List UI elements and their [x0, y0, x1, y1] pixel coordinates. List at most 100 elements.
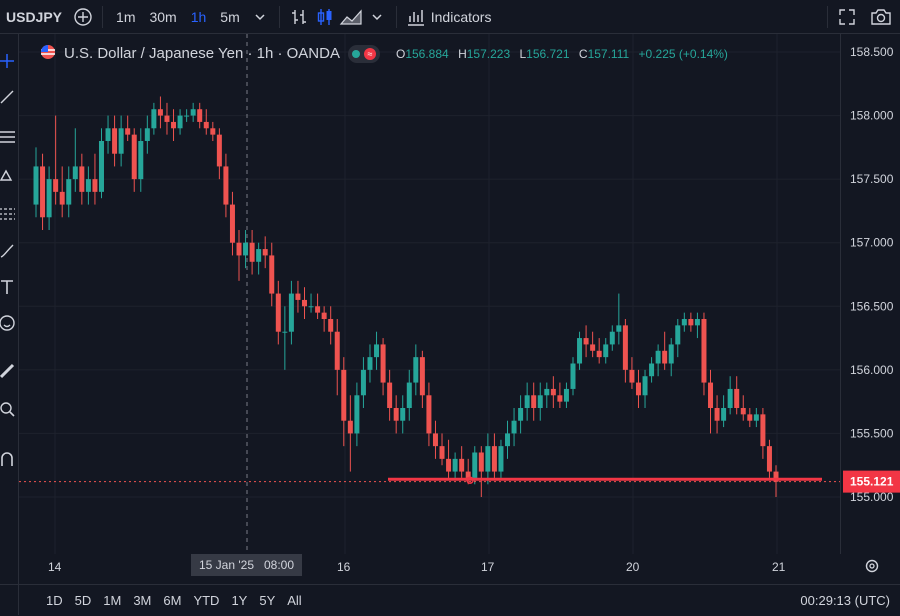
indicators-icon[interactable]: [403, 4, 429, 30]
low-label: L: [519, 46, 527, 61]
candle-body: [85, 179, 91, 192]
candle-body: [177, 115, 183, 129]
toolbar-separator: [102, 5, 104, 28]
candle-body: [452, 458, 458, 472]
pattern-icon[interactable]: [0, 164, 18, 186]
candle-body: [216, 134, 222, 167]
candle-body: [98, 141, 104, 192]
trend-line-icon[interactable]: [0, 86, 18, 108]
chart-pane[interactable]: [19, 34, 840, 554]
candle-body: [125, 128, 131, 135]
time-label-20: 20: [626, 560, 640, 574]
crosshair-icon[interactable]: [0, 50, 18, 72]
candle-body: [773, 471, 779, 482]
candle-body: [675, 325, 681, 345]
indicators-button[interactable]: Indicators: [430, 8, 492, 25]
fib-retracement-icon[interactable]: [0, 126, 18, 148]
data-problem-icon: ≈: [363, 47, 376, 60]
text-icon[interactable]: [0, 276, 18, 298]
candle-body: [321, 312, 327, 319]
candle-body: [472, 452, 478, 478]
range-ytd[interactable]: YTD: [193, 593, 220, 608]
price-axis[interactable]: 158.500 158.000 157.500 157.000 156.500 156.0…: [840, 34, 900, 554]
range-5d[interactable]: 5D: [74, 593, 92, 608]
emoji-icon[interactable]: [0, 312, 18, 334]
compare-add-icon[interactable]: [70, 4, 96, 30]
candle-body: [629, 369, 635, 383]
forecast-icon[interactable]: [0, 202, 18, 224]
candle-body: [413, 357, 419, 383]
time-axis[interactable]: 14 16 17 20 21 15 Jan '25 08:00: [19, 554, 879, 580]
time-label-16: 16: [337, 560, 351, 574]
utc-clock[interactable]: 00:29:13 (UTC): [800, 593, 890, 608]
range-6m[interactable]: 6M: [163, 593, 182, 608]
bottom-range-bar: 1D 5D 1M 3M 6M YTD 1Y 5Y All 00:29:13 (U…: [0, 584, 900, 616]
change-value: +0.225 (+0.14%): [638, 46, 728, 61]
camera-icon[interactable]: [868, 4, 894, 30]
range-1y[interactable]: 1Y: [231, 593, 248, 608]
candle-body: [380, 344, 386, 383]
candle-body: [367, 357, 373, 370]
candle-body: [766, 446, 772, 472]
chevron-down-icon[interactable]: [364, 4, 390, 30]
symbol-title[interactable]: U.S. Dollar / Japanese Yen · 1h · OANDA: [64, 45, 340, 62]
candle-body: [662, 350, 668, 364]
chevron-down-icon[interactable]: [247, 4, 273, 30]
interval-1h[interactable]: 1h: [190, 8, 207, 25]
fullscreen-icon[interactable]: [834, 4, 860, 30]
candle-body: [315, 306, 321, 313]
symbol-search[interactable]: USDJPY: [6, 8, 63, 25]
range-all[interactable]: All: [287, 593, 302, 608]
candle-body: [256, 249, 262, 262]
range-1d[interactable]: 1D: [46, 593, 63, 608]
current-price-label: 155.121: [850, 475, 894, 489]
candle-body: [681, 319, 687, 326]
candle-body: [609, 331, 615, 345]
interval-30m[interactable]: 30m: [149, 8, 177, 25]
candle-body: [262, 249, 268, 256]
candle-body: [53, 179, 59, 192]
candle-body: [740, 408, 746, 415]
candle-body: [419, 357, 425, 396]
range-3m[interactable]: 3M: [133, 593, 152, 608]
candle-body: [171, 121, 177, 129]
candle-body: [210, 128, 216, 135]
candle-body: [721, 408, 727, 421]
market-status-pill[interactable]: ≈: [347, 44, 380, 63]
ray-anchor-handle[interactable]: [466, 476, 474, 484]
settings-gear-icon[interactable]: [864, 558, 880, 577]
candle-body: [590, 344, 596, 351]
price-tick-label: 156.500: [850, 299, 894, 313]
brush-icon[interactable]: [0, 240, 18, 262]
candle-body: [308, 306, 314, 308]
magnet-icon[interactable]: [0, 448, 18, 470]
candle-body: [184, 115, 190, 117]
candle-body: [570, 363, 576, 389]
candle-chart-style-icon[interactable]: [312, 4, 338, 30]
bar-chart-style-icon[interactable]: [286, 4, 312, 30]
candle-body: [668, 344, 674, 364]
candle-body: [374, 344, 380, 358]
interval-5m[interactable]: 5m: [220, 8, 240, 25]
price-chart[interactable]: [19, 34, 840, 554]
candle-body: [694, 319, 700, 326]
drawing-toolbar: [0, 34, 19, 615]
ruler-icon[interactable]: [0, 360, 18, 382]
area-chart-style-icon[interactable]: [338, 4, 364, 30]
candle-body: [688, 319, 694, 326]
candle-body: [400, 408, 406, 421]
price-tick-label: 158.500: [850, 45, 894, 59]
zoom-icon[interactable]: [0, 398, 18, 420]
candle-body: [557, 395, 563, 402]
candle-body: [753, 414, 759, 421]
range-5y[interactable]: 5Y: [259, 593, 276, 608]
open-label: O: [395, 46, 406, 61]
candle-body: [622, 325, 628, 370]
candle-body: [727, 388, 733, 408]
candle-body: [478, 452, 484, 472]
interval-1m[interactable]: 1m: [116, 8, 136, 25]
range-1m[interactable]: 1M: [103, 593, 122, 608]
candle-body: [583, 338, 589, 345]
close-label: C: [578, 46, 588, 61]
candle-body: [151, 109, 157, 129]
